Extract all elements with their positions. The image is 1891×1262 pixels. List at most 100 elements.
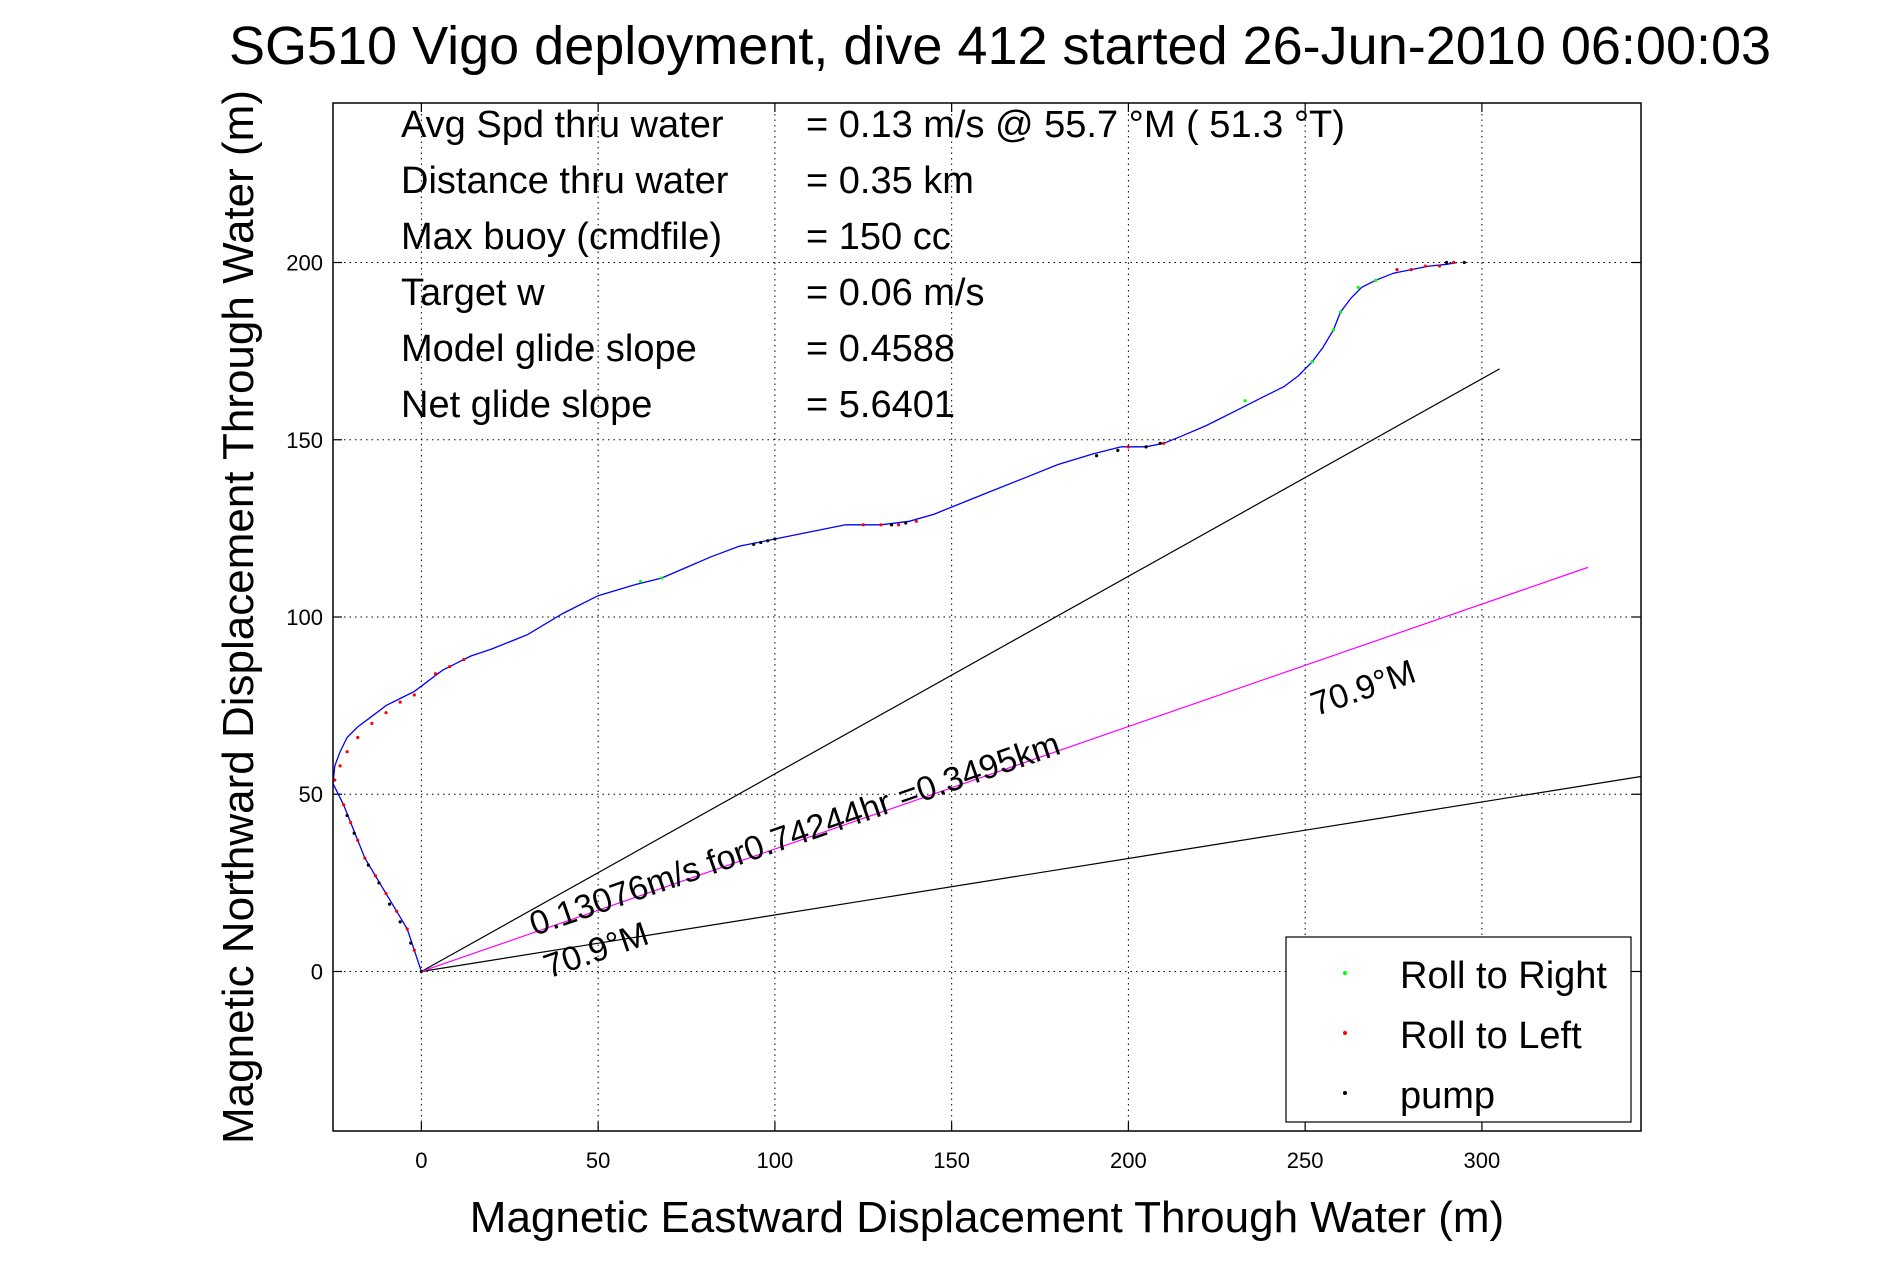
stat-value: = 0.13 m/s @ 55.7 °M ( 51.3 °T) [806,104,1345,146]
marker-roll-left [356,838,360,842]
marker-pump [1462,260,1466,265]
marker-roll-left [861,523,865,527]
marker-roll-left [462,657,466,662]
marker-roll-left [412,693,416,697]
legend: Roll to Right Roll to Left pump [1285,936,1632,1123]
marker-pump [377,881,381,885]
reference-line-1 [421,775,1641,973]
reference-line-2 [421,566,1589,973]
marker-roll-left [384,891,388,896]
x-tick-label: 300 [1464,1148,1501,1173]
marker-roll-left [879,523,883,527]
marker-roll-right [1331,328,1336,332]
x-tick-label: 50 [586,1148,610,1173]
marker-roll-right [1338,310,1343,314]
track-line [333,261,1458,972]
axis-ticks: 0 50 100 150 200 250 300 0 50 100 150 200 [286,103,1641,1173]
marker-pump [419,969,423,974]
legend-box [1285,936,1632,1123]
y-axis-label: Magnetic Northward Displacement Through … [214,90,263,1144]
x-tick-label: 200 [1110,1148,1147,1173]
marker-pump [398,920,402,924]
marker-roll-left [356,735,360,740]
marker-roll-left [342,803,346,807]
marker-pump [409,941,413,945]
y-tick-label: 0 [311,959,323,984]
marker-pump [759,540,763,545]
marker-roll-right [1310,360,1314,364]
marker-pump [1444,260,1449,265]
stat-label: Max buoy (cmdfile) [401,216,722,258]
marker-pump [773,537,777,541]
marker-pump [766,539,770,543]
marker-roll-left [412,948,416,952]
stat-label: Target w [401,272,545,314]
legend-marker [1343,1091,1347,1095]
glider-track [333,261,1458,972]
event-markers [333,260,1466,974]
y-tick-label: 100 [286,605,323,630]
marker-roll-left [405,927,409,931]
marker-roll-left [398,700,402,704]
marker-pump [345,813,349,818]
marker-pump [752,542,756,546]
marker-roll-right [1356,285,1360,289]
marker-pump [1144,445,1148,449]
marker-roll-left [338,764,342,768]
marker-pump [1116,448,1120,452]
reference-line-0 [421,368,1500,973]
marker-roll-left [349,821,353,825]
marker-roll-left [333,778,337,782]
stat-value: = 0.35 km [806,160,974,202]
legend-entry: Roll to Left [1400,1015,1582,1057]
stat-label: Distance thru water [401,160,729,202]
x-tick-label: 0 [415,1148,427,1173]
marker-roll-left [1395,268,1399,272]
marker-roll-right [1374,278,1378,282]
marker-roll-right [1243,399,1247,403]
marker-pump [904,521,908,525]
plot-frame [332,102,1642,1132]
stat-value: = 150 cc [806,216,951,258]
marker-roll-left [433,672,438,676]
legend-marker [1343,1031,1347,1035]
y-tick-label: 200 [286,251,323,276]
marker-roll-left [373,874,378,878]
marker-roll-left [1126,445,1131,449]
stat-label: Net glide slope [401,384,652,426]
x-tick-label: 100 [757,1148,794,1173]
stat-value: = 0.4588 [806,328,955,370]
marker-roll-right [660,576,664,580]
reference-lines [421,368,1641,973]
marker-pump [889,523,894,527]
marker-pump [387,902,392,906]
legend-entry: Roll to Right [1400,955,1607,997]
stat-value: = 0.06 m/s [806,272,984,314]
chart-title: SG510 Vigo deployment, dive 412 started … [229,16,1771,76]
marker-roll-left [914,519,918,523]
marker-roll-left [448,665,452,669]
stat-label: Model glide slope [401,328,697,370]
legend-entry: pump [1400,1075,1495,1117]
marker-pump [366,863,370,867]
marker-roll-left [384,711,388,715]
x-tick-label: 250 [1287,1148,1324,1173]
marker-roll-left [395,909,399,913]
x-axis-label: Magnetic Eastward Displacement Through W… [470,1193,1504,1242]
y-tick-label: 50 [299,782,323,807]
marker-roll-left [370,721,374,725]
stat-value: = 5.6401 [806,384,955,426]
legend-marker [1343,971,1347,975]
marker-pump [1158,441,1162,445]
marker-roll-left [1162,441,1166,445]
marker-pump [352,831,356,835]
marker-roll-left [897,523,901,527]
marker-roll-left [1409,268,1413,272]
dive-stats-block: Avg Spd thru water = 0.13 m/s @ 55.7 °M (… [401,104,1345,426]
marker-roll-left [1437,264,1442,268]
x-tick-label: 150 [933,1148,970,1173]
marker-roll-left [345,750,349,754]
marker-roll-left [1423,264,1427,268]
marker-pump [1094,454,1099,458]
